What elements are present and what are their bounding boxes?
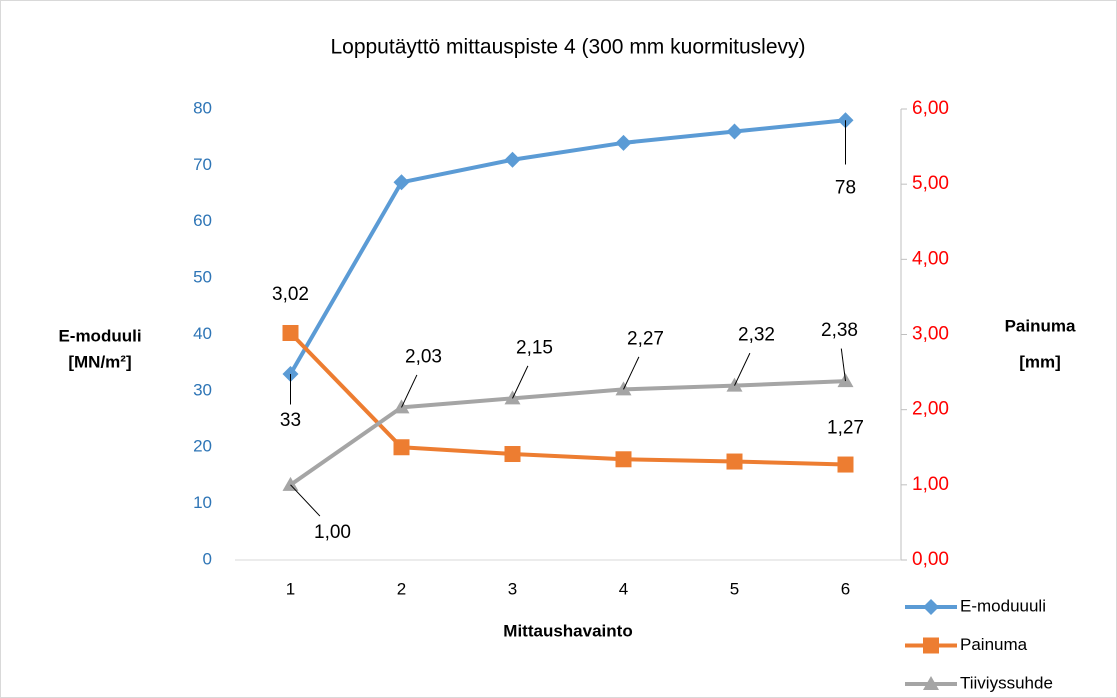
y2-tick-label: 1,00 (912, 474, 949, 495)
y2-tick-label: 2,00 (912, 399, 949, 420)
y-axis-label: [MN/m²] (68, 352, 131, 371)
data-label: 1,27 (827, 418, 864, 439)
x-tick-label: 2 (397, 579, 406, 598)
data-point (504, 151, 521, 168)
x-tick-label: 3 (508, 579, 517, 598)
x-tick-label: 6 (841, 579, 850, 598)
y-tick-label: 10 (193, 493, 212, 512)
x-axis-label: Mittaushavainto (503, 621, 632, 640)
y-tick-label: 40 (193, 324, 212, 343)
y2-tick-label: 6,00 (912, 98, 949, 119)
legend-label: E-moduuuli (960, 596, 1046, 615)
x-tick-label: 5 (730, 579, 739, 598)
y2-tick-label: 0,00 (912, 549, 949, 570)
legend-marker (923, 676, 939, 690)
data-point (726, 123, 743, 140)
chart-title: Lopputäyttö mittauspiste 4 (300 mm kuorm… (330, 36, 805, 59)
legend-label: Painuma (960, 635, 1028, 654)
data-point (615, 451, 632, 468)
y-axis-label: E-moduuli (58, 326, 141, 345)
data-label: 2,15 (516, 337, 553, 358)
leader-line (290, 484, 321, 517)
data-point (393, 439, 410, 456)
data-point (615, 134, 632, 151)
y-tick-label: 30 (193, 380, 212, 399)
y2-tick-label: 3,00 (912, 324, 949, 345)
leader-line (840, 348, 846, 382)
y2-tick-label: 5,00 (912, 173, 949, 194)
x-tick-label: 4 (619, 579, 628, 598)
leader-line (734, 352, 751, 386)
data-point (282, 476, 299, 491)
leader-line (623, 356, 640, 390)
series-line (288, 118, 846, 375)
data-label: 2,32 (738, 325, 775, 346)
data-point (504, 446, 521, 463)
y-tick-label: 80 (193, 98, 212, 117)
legend-marker (923, 599, 939, 615)
y-tick-label: 0 (203, 549, 212, 568)
leader-line (401, 374, 418, 408)
x-tick-label: 1 (286, 579, 295, 598)
y-tick-label: 70 (193, 155, 212, 174)
legend-label: Tiiviyssuhde (960, 673, 1053, 692)
y-tick-label: 20 (193, 437, 212, 456)
leader-line (512, 365, 529, 399)
y-tick-label: 60 (193, 211, 212, 230)
y2-axis-label: Painuma (1005, 316, 1076, 335)
data-label: 3,02 (272, 284, 309, 305)
data-label: 2,38 (821, 320, 858, 341)
data-point (393, 174, 410, 191)
data-label: 78 (835, 177, 856, 198)
data-point (726, 453, 743, 470)
data-label: 2,03 (405, 346, 442, 367)
data-point (837, 112, 854, 129)
data-label: 33 (280, 410, 301, 431)
legend-marker (923, 637, 939, 654)
series-line (289, 331, 846, 467)
y2-tick-label: 4,00 (912, 248, 949, 269)
data-label: 1,00 (314, 522, 351, 543)
series-line (289, 379, 846, 487)
data-point (282, 324, 299, 341)
y-tick-label: 50 (193, 268, 212, 287)
data-point (837, 456, 854, 473)
y2-axis-label: [mm] (1019, 352, 1061, 371)
data-label: 2,27 (627, 328, 664, 349)
